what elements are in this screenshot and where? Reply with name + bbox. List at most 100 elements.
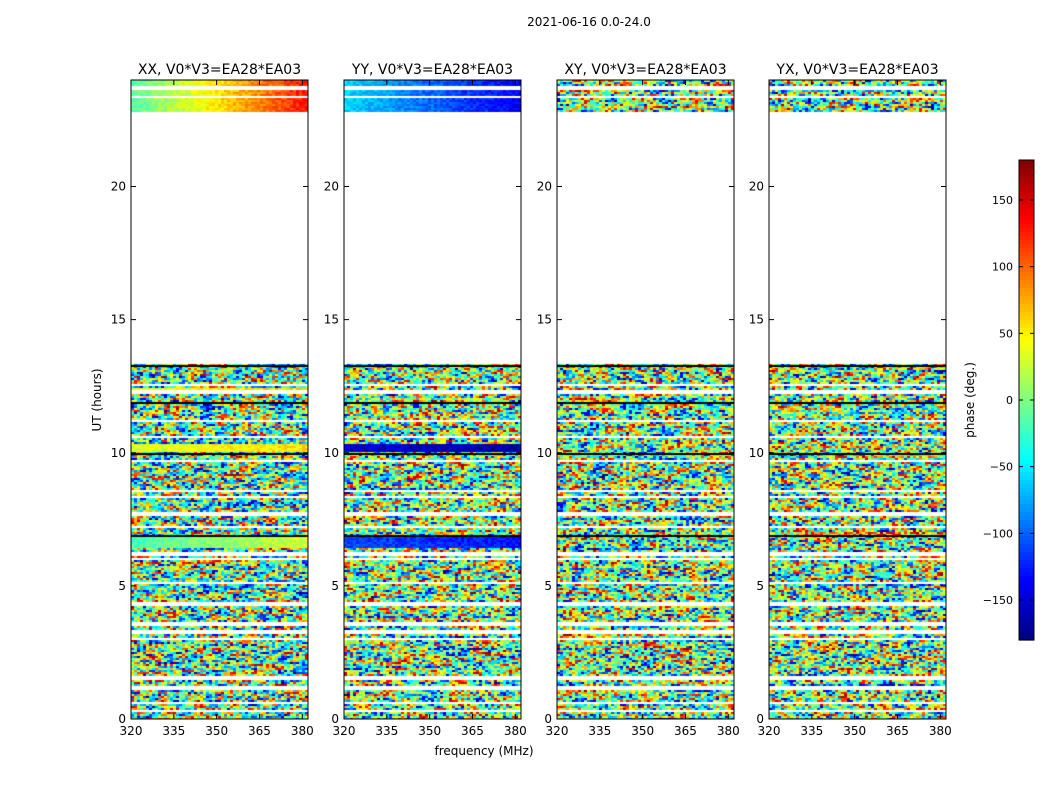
colorbar-segment: [1019, 300, 1034, 305]
y-tick-label: 5: [118, 579, 126, 593]
colorbar-segment: [1019, 616, 1034, 621]
y-tick-label: 0: [544, 712, 552, 726]
y-tick-label: 15: [749, 313, 764, 327]
colorbar-segment: [1019, 284, 1034, 289]
x-tick-label: 350: [631, 724, 654, 738]
panel-frame: [556, 79, 735, 720]
colorbar-segment: [1019, 440, 1034, 445]
colorbar-segment: [1019, 512, 1034, 517]
colorbar-tick-label: 100: [992, 261, 1013, 274]
x-tick-label: 335: [162, 724, 185, 738]
colorbar-segment: [1019, 400, 1034, 405]
colorbar-segment: [1019, 584, 1034, 589]
x-tick-label: 365: [461, 724, 484, 738]
colorbar-segment: [1019, 448, 1034, 453]
colorbar-tick-label: −150: [983, 594, 1013, 607]
colorbar-segment: [1019, 168, 1034, 173]
colorbar-segment: [1019, 588, 1034, 593]
colorbar-segment: [1019, 424, 1034, 429]
colorbar-segment: [1019, 408, 1034, 413]
colorbar-segment: [1019, 536, 1034, 541]
y-tick-label: 10: [537, 446, 552, 460]
colorbar-segment: [1019, 560, 1034, 565]
y-tick-label: 20: [537, 180, 552, 194]
y-tick-label: 10: [111, 446, 126, 460]
colorbar-segment: [1019, 208, 1034, 213]
panel-heatmap-image: [131, 80, 308, 719]
colorbar-segment: [1019, 332, 1034, 337]
panel-1: YY, V0*V3=EA28*EA03 320 335 350 365 380 0 5 10 15…: [324, 62, 527, 738]
colorbar-segment: [1019, 428, 1034, 433]
colorbar-tick-label: 150: [992, 194, 1013, 207]
colorbar-segment: [1019, 432, 1034, 437]
colorbar-segment: [1019, 484, 1034, 489]
colorbar-segment: [1019, 600, 1034, 605]
colorbar-segment: [1019, 196, 1034, 201]
colorbar-segment: [1019, 304, 1034, 309]
colorbar-segment: [1019, 264, 1034, 269]
x-tick-label: 380: [504, 724, 527, 738]
colorbar-segment: [1019, 544, 1034, 549]
colorbar-segment: [1019, 524, 1034, 529]
x-tick-label: 380: [929, 724, 952, 738]
colorbar-segment: [1019, 520, 1034, 525]
colorbar-segment: [1019, 248, 1034, 253]
colorbar-segment: [1019, 260, 1034, 265]
colorbar-segment: [1019, 184, 1034, 189]
colorbar-segment: [1019, 252, 1034, 257]
panels-group: XX, V0*V3=EA28*EA03 320 335 350 365 380 0 5 10 15…: [111, 62, 952, 738]
colorbar-segment: [1019, 176, 1034, 181]
colorbar-segment: [1019, 324, 1034, 329]
colorbar-segment: [1019, 476, 1034, 481]
colorbar-segment: [1019, 216, 1034, 221]
panel-title: YY, V0*V3=EA28*EA03: [351, 62, 513, 78]
colorbar-segment: [1019, 220, 1034, 225]
y-tick-label: 15: [324, 313, 339, 327]
y-tick-label: 20: [324, 180, 339, 194]
colorbar-segment: [1019, 504, 1034, 509]
colorbar-segment: [1019, 592, 1034, 597]
colorbar-segment: [1019, 620, 1034, 625]
colorbar-segment: [1019, 556, 1034, 561]
colorbar-segment: [1019, 268, 1034, 273]
colorbar-segment: [1019, 416, 1034, 421]
colorbar-segment: [1019, 180, 1034, 185]
colorbar-segment: [1019, 212, 1034, 217]
x-tick-label: 380: [291, 724, 314, 738]
colorbar-segment: [1019, 624, 1034, 629]
colorbar-segment: [1019, 516, 1034, 521]
colorbar-segment: [1019, 368, 1034, 373]
panel-3: YX, V0*V3=EA28*EA03 320 335 350 365 380 0 5 10 15…: [749, 62, 952, 738]
panel-2: XY, V0*V3=EA28*EA03 320 335 350 365 380 0 5 10 15…: [537, 62, 740, 738]
colorbar-segment: [1019, 552, 1034, 557]
x-tick-label: 320: [546, 724, 569, 738]
panel-title: XX, V0*V3=EA28*EA03: [138, 62, 301, 78]
colorbar-segment: [1019, 540, 1034, 545]
x-tick-label: 365: [886, 724, 909, 738]
x-tick-label: 320: [120, 724, 143, 738]
colorbar-segment: [1019, 236, 1034, 241]
colorbar-segment: [1019, 204, 1034, 209]
colorbar-segment: [1019, 280, 1034, 285]
colorbar-segment: [1019, 572, 1034, 577]
panel-heatmap-image: [557, 80, 734, 719]
colorbar-segment: [1019, 508, 1034, 513]
colorbar-segment: [1019, 224, 1034, 229]
y-tick-label: 5: [756, 579, 764, 593]
colorbar-segment: [1019, 188, 1034, 193]
colorbar-segment: [1019, 256, 1034, 261]
colorbar-segment: [1019, 320, 1034, 325]
colorbar-segment: [1019, 632, 1034, 637]
colorbar-label: phase (deg.): [963, 362, 977, 438]
figure-suptitle: 2021-06-16 0.0-24.0: [527, 15, 651, 29]
y-axis-label: UT (hours): [90, 368, 104, 431]
colorbar-segment: [1019, 200, 1034, 205]
colorbar-segment: [1019, 532, 1034, 537]
colorbar-segment: [1019, 228, 1034, 233]
colorbar-segment: [1019, 452, 1034, 457]
colorbar-segment: [1019, 328, 1034, 333]
colorbar-segment: [1019, 396, 1034, 401]
y-tick-label: 20: [749, 180, 764, 194]
colorbar-segment: [1019, 376, 1034, 381]
colorbar-segment: [1019, 576, 1034, 581]
